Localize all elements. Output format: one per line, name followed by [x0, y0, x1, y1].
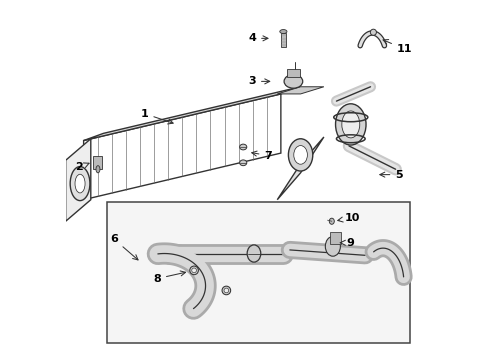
Text: 6: 6	[110, 234, 138, 260]
Ellipse shape	[75, 174, 85, 193]
Ellipse shape	[284, 75, 303, 88]
Polygon shape	[84, 87, 300, 140]
Ellipse shape	[70, 167, 90, 201]
Text: 9: 9	[341, 238, 355, 248]
Ellipse shape	[289, 139, 313, 171]
Ellipse shape	[329, 218, 334, 224]
Ellipse shape	[247, 245, 261, 262]
Bar	[93, 156, 101, 168]
Bar	[287, 69, 300, 77]
Text: 2: 2	[75, 162, 89, 172]
Ellipse shape	[222, 286, 231, 295]
Ellipse shape	[240, 160, 247, 166]
Ellipse shape	[240, 144, 247, 150]
Ellipse shape	[224, 288, 229, 293]
Text: 10: 10	[338, 213, 360, 222]
Ellipse shape	[280, 30, 287, 33]
Ellipse shape	[342, 111, 360, 138]
Ellipse shape	[192, 268, 196, 273]
Text: 3: 3	[248, 76, 270, 86]
Bar	[330, 232, 341, 244]
Polygon shape	[277, 137, 324, 200]
FancyBboxPatch shape	[107, 202, 410, 343]
Ellipse shape	[370, 29, 376, 35]
Text: 5: 5	[380, 170, 403, 180]
Text: 4: 4	[248, 33, 268, 43]
Ellipse shape	[325, 237, 341, 256]
Bar	[281, 33, 286, 46]
Polygon shape	[277, 87, 324, 94]
Polygon shape	[84, 94, 281, 200]
Ellipse shape	[336, 104, 366, 145]
Ellipse shape	[294, 145, 307, 164]
Text: 7: 7	[252, 150, 272, 161]
Ellipse shape	[190, 266, 198, 275]
Polygon shape	[66, 139, 91, 221]
Text: 1: 1	[141, 109, 173, 124]
Ellipse shape	[96, 166, 100, 173]
Text: 11: 11	[383, 40, 412, 54]
Text: 8: 8	[153, 271, 186, 284]
